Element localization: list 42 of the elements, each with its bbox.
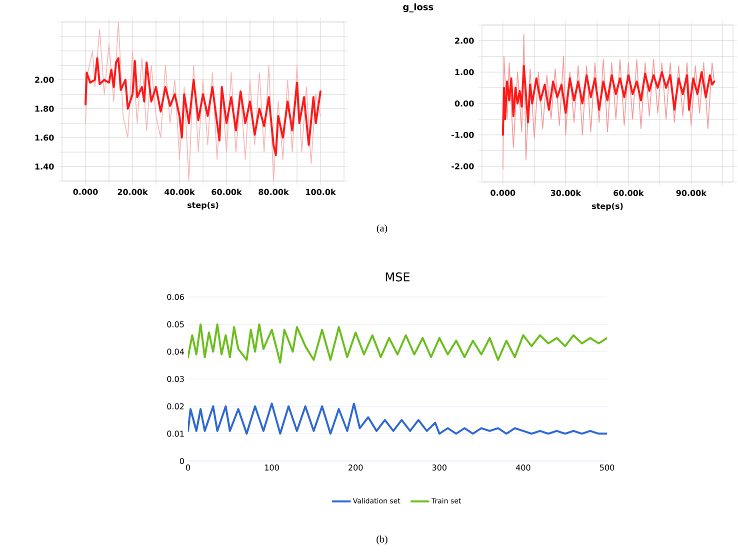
y-tick-label: 1.60: [35, 134, 54, 141]
x-axis-title: step(s): [188, 202, 218, 210]
x-tick-label: 200: [348, 464, 363, 471]
x-tick-label: 100.0k: [306, 188, 336, 195]
y-tick-label: 0.06: [167, 294, 184, 300]
y-tick-label: 1.80: [35, 106, 54, 112]
y-tick-label: 2.00: [455, 38, 474, 44]
y-tick-label: -1.00: [452, 132, 474, 138]
chart-title: MSE: [386, 272, 410, 282]
text: (b): [376, 535, 388, 545]
y-tick-label: 1.40: [35, 164, 54, 170]
x-tick-label: 400: [516, 464, 530, 471]
x-tick-label: 0: [186, 464, 190, 471]
x-tick-label: 40.00k: [164, 188, 195, 195]
x-tick-label: 60.00k: [212, 188, 242, 195]
y-tick-label: 2.00: [35, 76, 54, 83]
line-series: [188, 323, 608, 364]
text: (a): [376, 224, 388, 234]
y-tick-label: 0.05: [167, 321, 184, 328]
x-tick-label: 30.00k: [550, 190, 582, 196]
x-tick-label: 100: [265, 464, 279, 471]
x-tick-label: 20.00k: [118, 188, 148, 195]
x-tick-label: 0.000: [73, 188, 98, 195]
x-tick-label: 60.00k: [614, 190, 644, 196]
line-series: [84, 57, 322, 156]
y-tick-label: 0.04: [167, 348, 184, 355]
x-axis-title: step(s): [592, 202, 623, 211]
y-tick-label: 0: [180, 458, 184, 464]
x-tick-label: 90.00k: [676, 190, 707, 196]
y-tick-label: 0.01: [167, 430, 184, 437]
y-tick-label: 0.03: [167, 376, 184, 382]
y-tick-label: 1.00: [455, 69, 474, 76]
y-tick-label: -2.00: [452, 163, 474, 170]
x-tick-label: 80.00k: [258, 188, 289, 195]
chart-title: g_loss: [403, 3, 434, 12]
y-tick-label: 0.00: [454, 100, 474, 107]
line-series: [188, 402, 608, 435]
x-tick-label: 300: [432, 464, 447, 471]
x-tick-label: 0.000: [490, 190, 516, 196]
x-tick-label: 500: [600, 464, 614, 471]
y-tick-label: 0.02: [167, 403, 184, 410]
line-series: [502, 64, 716, 136]
